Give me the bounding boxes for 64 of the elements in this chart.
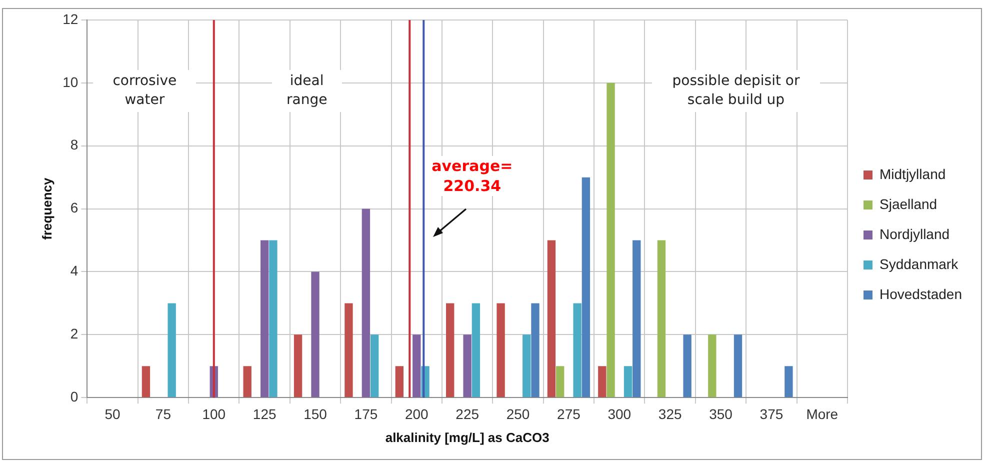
bar bbox=[243, 366, 252, 398]
y-axis-title: frequency bbox=[39, 176, 54, 240]
x-tick-label: 125 bbox=[252, 406, 276, 422]
x-tick-label: 50 bbox=[104, 406, 121, 422]
x-tick-label: 325 bbox=[658, 406, 682, 422]
x-tick-label: 350 bbox=[709, 406, 733, 422]
bar bbox=[657, 240, 666, 398]
x-tick-label: 200 bbox=[404, 406, 429, 422]
bar bbox=[531, 303, 540, 398]
bar bbox=[582, 177, 590, 398]
bar bbox=[344, 303, 353, 398]
x-tick-label: 375 bbox=[760, 406, 784, 422]
bar bbox=[142, 366, 150, 398]
bar bbox=[412, 334, 421, 398]
bar bbox=[168, 303, 176, 398]
x-tick-label: 150 bbox=[304, 406, 328, 422]
text-box: corrosive water bbox=[93, 70, 196, 112]
bar bbox=[734, 334, 742, 398]
bar bbox=[632, 240, 641, 398]
bar bbox=[463, 334, 472, 398]
x-tick-label: 75 bbox=[155, 406, 172, 422]
bar bbox=[683, 334, 692, 398]
x-tick-label: More bbox=[806, 406, 838, 422]
bar bbox=[472, 303, 480, 398]
annotation: average= 220.34 bbox=[432, 156, 513, 196]
y-tick-label: 2 bbox=[70, 326, 78, 342]
y-tick-label: 10 bbox=[62, 74, 78, 90]
bar bbox=[708, 334, 716, 398]
x-tick-label: 250 bbox=[506, 406, 530, 422]
bar bbox=[260, 240, 269, 398]
x-tick-label: 225 bbox=[456, 406, 480, 422]
bar bbox=[598, 366, 606, 398]
text-box: possible depisit or scale build up bbox=[652, 70, 820, 112]
y-tick-label: 12 bbox=[62, 10, 78, 27]
legend-label: Midtjylland bbox=[879, 166, 946, 182]
bar bbox=[395, 366, 404, 398]
bar bbox=[624, 366, 632, 398]
y-tick-label: 8 bbox=[70, 136, 78, 153]
bar bbox=[496, 303, 505, 398]
x-tick-label: 100 bbox=[202, 406, 226, 422]
bar bbox=[311, 272, 320, 398]
text-box: ideal range bbox=[272, 70, 342, 112]
x-tick-label: 275 bbox=[557, 406, 581, 422]
bar bbox=[522, 334, 531, 398]
legend-label: Hovedstaden bbox=[879, 286, 962, 302]
x-axis-title: alkalinity [mg/L] as CaCO3 bbox=[385, 430, 550, 445]
x-tick-label: 175 bbox=[354, 406, 378, 422]
bar bbox=[573, 303, 582, 398]
legend-label: Nordjylland bbox=[879, 226, 950, 242]
bar bbox=[784, 366, 793, 398]
y-tick-label: 6 bbox=[70, 200, 78, 216]
y-tick-label: 4 bbox=[70, 262, 78, 279]
bar bbox=[294, 334, 302, 398]
legend-label: Sjaelland bbox=[879, 196, 938, 212]
bar bbox=[370, 334, 379, 398]
bar bbox=[547, 240, 556, 398]
bar bbox=[362, 208, 370, 398]
bar bbox=[606, 82, 615, 398]
bar bbox=[269, 240, 278, 398]
x-tick-label: 300 bbox=[608, 406, 632, 422]
bar bbox=[446, 303, 454, 398]
bar bbox=[556, 366, 564, 398]
legend-label: Syddanmark bbox=[879, 256, 960, 272]
y-tick-label: 0 bbox=[70, 388, 78, 404]
